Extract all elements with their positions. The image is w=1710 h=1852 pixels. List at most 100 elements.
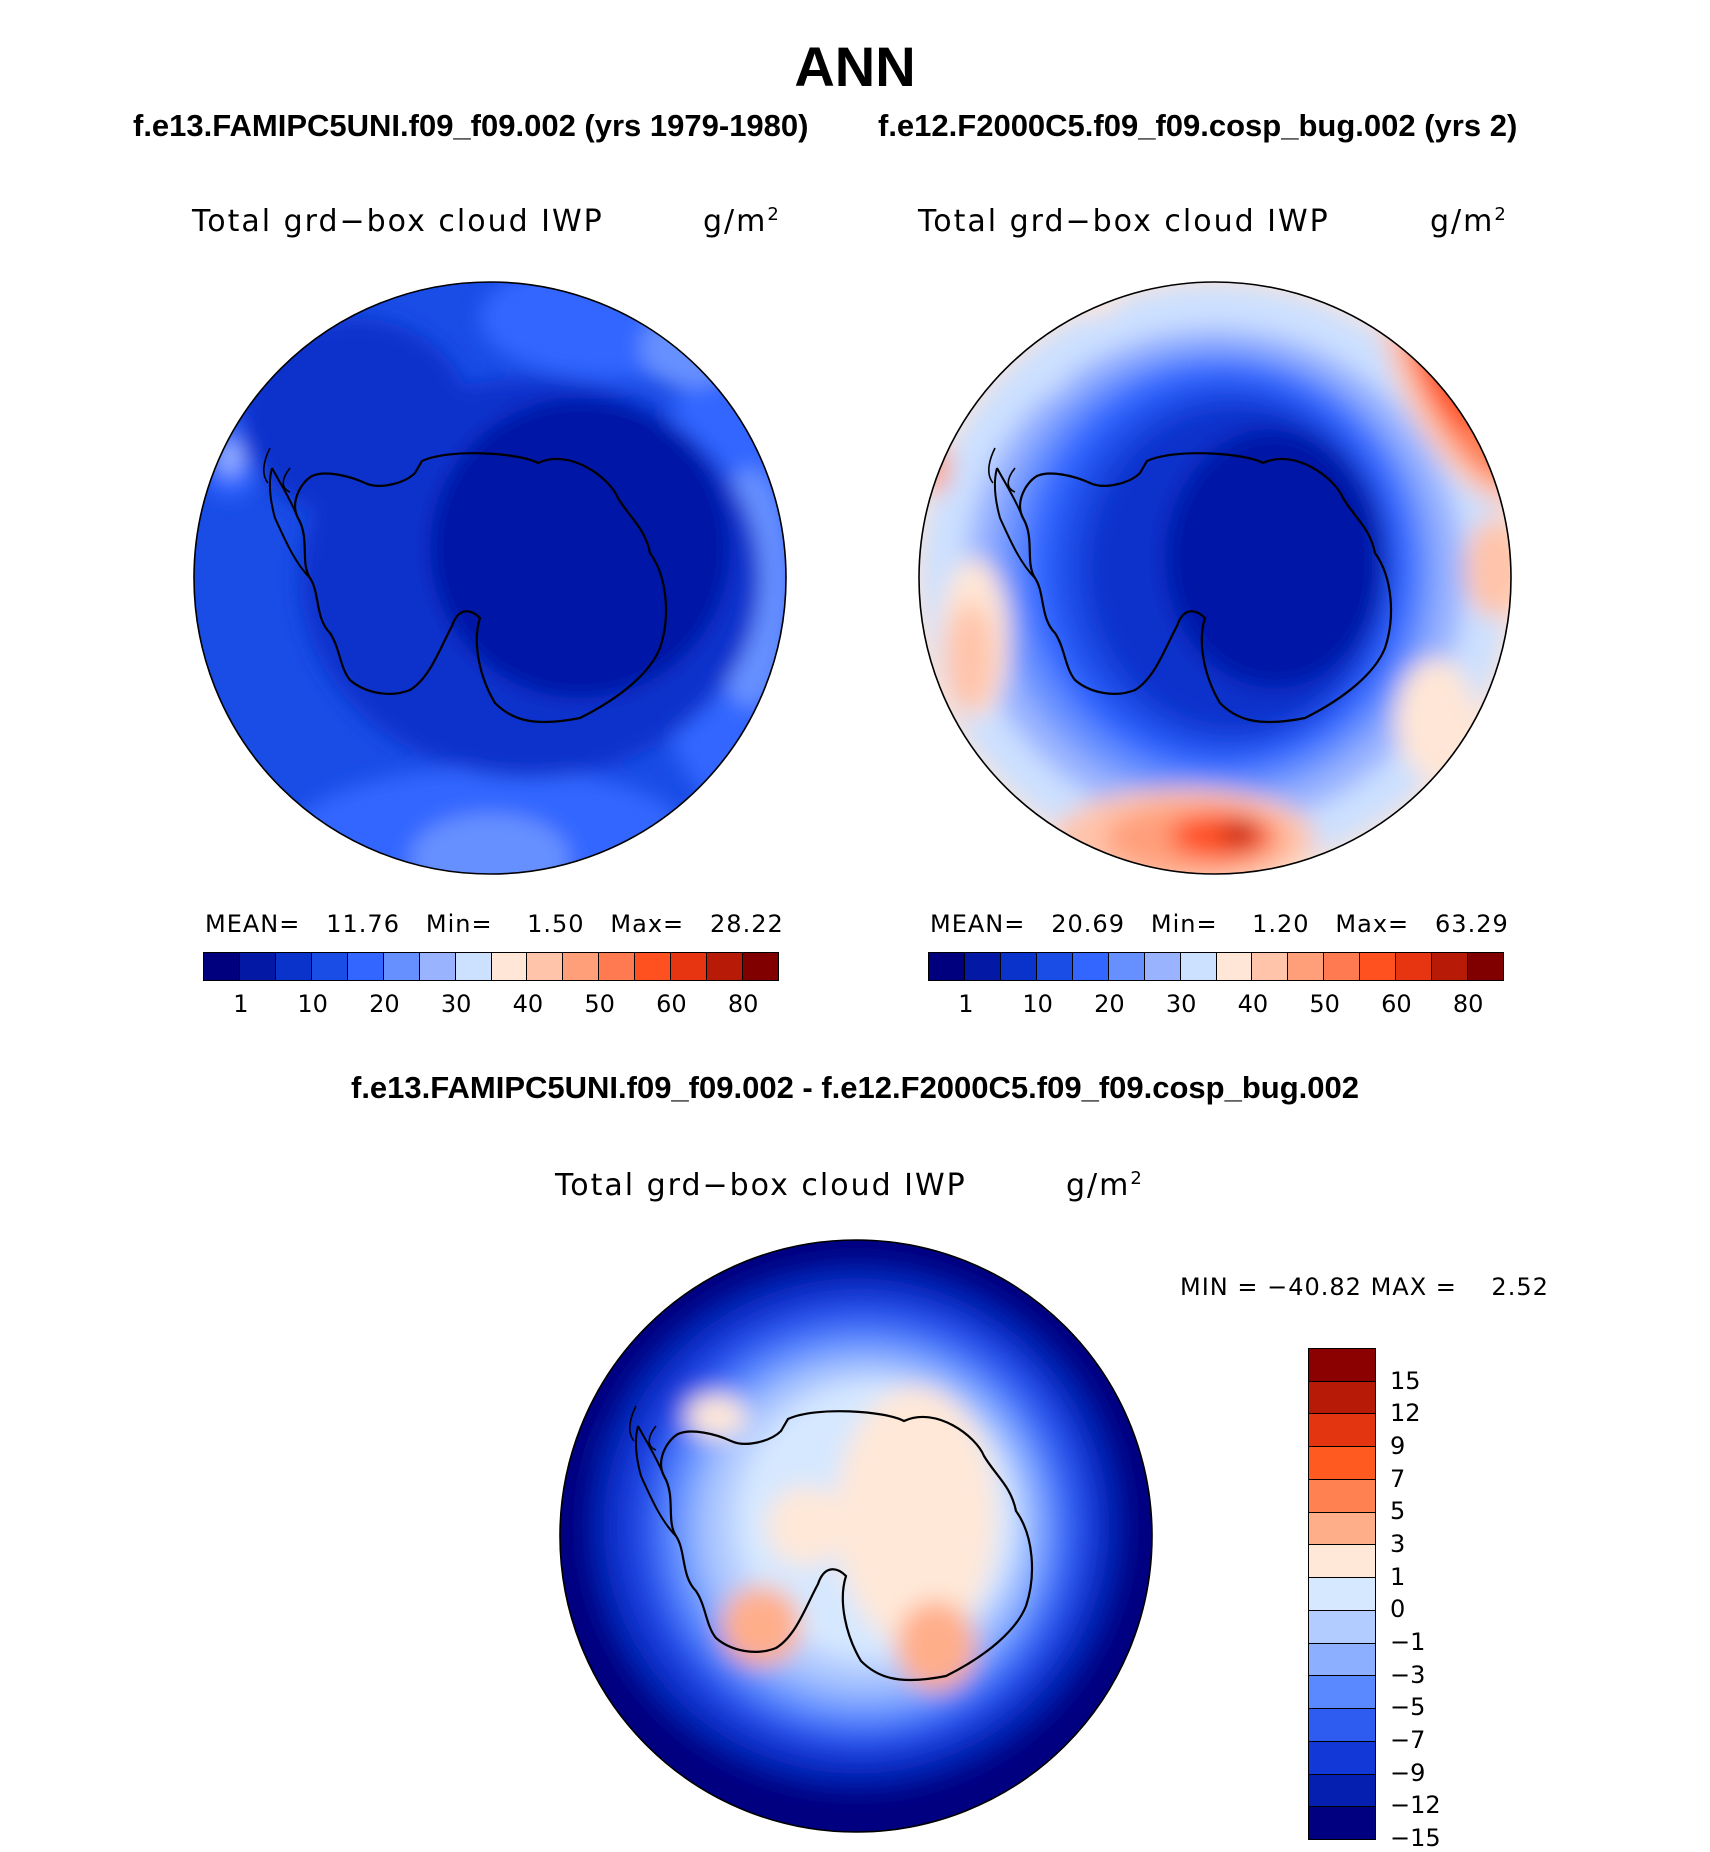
case2-title: f.e12.F2000C5.f09_f09.cosp_bug.002 (yrs …: [878, 108, 1518, 143]
colorbar-swatch: [1180, 953, 1217, 980]
colorbar-swatch: [635, 953, 672, 980]
colorbar-swatch: [1309, 1610, 1375, 1644]
panel3-max-value: 2.52: [1491, 1273, 1549, 1301]
colorbar-tick-label: 5: [1390, 1497, 1406, 1526]
colorbar-tick-label: 15: [1390, 1366, 1421, 1395]
colorbar-swatch: [419, 953, 456, 980]
panel1-variable-label: Total grd−box cloud IWP: [192, 204, 604, 239]
colorbar-swatch: [743, 953, 778, 980]
colorbar-swatch: [1072, 953, 1109, 980]
colorbar-tick-label: 60: [656, 990, 687, 1018]
colorbar-tick-label: 3: [1390, 1530, 1406, 1558]
panel3-min-value: −40.82: [1267, 1273, 1362, 1301]
colorbar-swatch: [1309, 1479, 1375, 1513]
panel2-max-value: 63.29: [1435, 910, 1509, 938]
panel1-mean-value: 11.76: [326, 910, 400, 938]
colorbar-tick-label: 1: [233, 990, 249, 1018]
panel1-colorbar: [203, 952, 779, 981]
colorbar-tick-label: 10: [1022, 990, 1053, 1018]
panel2-variable-label: Total grd−box cloud IWP: [918, 204, 1330, 239]
colorbar-swatch: [929, 953, 965, 980]
colorbar-swatch: [1309, 1414, 1375, 1448]
difference-title: f.e13.FAMIPC5UNI.f09_f09.002 - f.e12.F20…: [351, 1070, 1359, 1105]
colorbar-tick-label: 50: [584, 990, 615, 1018]
colorbar-tick-label: 50: [1309, 990, 1340, 1018]
colorbar-swatch: [964, 953, 1001, 980]
colorbar-swatch: [1309, 1643, 1375, 1677]
colorbar-tick-label: 9: [1390, 1432, 1406, 1460]
colorbar-swatch: [1309, 1447, 1375, 1480]
panel3-minmax: MIN = −40.82 MAX = 2.52: [1180, 1273, 1549, 1301]
panel2-colorbar-ticks: 1 10 20 30 40 50 60 80: [928, 990, 1502, 1020]
colorbar-tick-label: 12: [1390, 1399, 1421, 1428]
panel3-units-label: g/m2: [1066, 1168, 1142, 1203]
colorbar-swatch: [1309, 1512, 1375, 1546]
colorbar-swatch: [671, 953, 708, 980]
colorbar-tick-label: −3: [1390, 1660, 1426, 1689]
panel1-max-label: Max=: [610, 910, 685, 938]
panel3-colorbar-ticks: 15 12 9 7 5 3 1 0 −1 −3 −5 −7 −9 −12 −15: [1390, 1348, 1470, 1852]
season-title: ANN: [794, 35, 916, 98]
colorbar-swatch: [1309, 1774, 1375, 1808]
panel3-min-label: MIN =: [1180, 1273, 1259, 1301]
panel2-mean-label: MEAN=: [930, 910, 1026, 938]
colorbar-swatch: [1468, 953, 1503, 980]
colorbar-tick-label: 40: [512, 990, 544, 1018]
colorbar-swatch: [1144, 953, 1181, 980]
colorbar-tick-label: 7: [1390, 1464, 1406, 1493]
colorbar-swatch: [1309, 1349, 1375, 1382]
colorbar-swatch: [527, 953, 564, 980]
colorbar-tick-label: −5: [1390, 1693, 1426, 1722]
colorbar-swatch: [1309, 1709, 1375, 1742]
colorbar-tick-label: 30: [1165, 990, 1197, 1018]
colorbar-tick-label: 1: [1390, 1562, 1406, 1591]
colorbar-swatch: [204, 953, 240, 980]
colorbar-swatch: [239, 953, 276, 980]
colorbar-swatch: [491, 953, 528, 980]
colorbar-swatch: [599, 953, 636, 980]
colorbar-tick-label: −1: [1390, 1628, 1426, 1656]
colorbar-swatch: [455, 953, 492, 980]
panel1-min-value: 1.50: [527, 910, 585, 938]
colorbar-swatch: [1324, 953, 1361, 980]
panel2-colorbar: [928, 952, 1504, 981]
colorbar-swatch: [383, 953, 420, 980]
colorbar-swatch: [1309, 1381, 1375, 1415]
colorbar-swatch: [563, 953, 600, 980]
panel2-units-label: g/m2: [1430, 204, 1506, 239]
colorbar-tick-label: 0: [1390, 1595, 1406, 1624]
colorbar-tick-label: 60: [1381, 990, 1412, 1018]
colorbar-tick-label: −7: [1390, 1726, 1426, 1754]
panel1-max-value: 28.22: [710, 910, 784, 938]
panel3-colorbar: [1308, 1348, 1376, 1840]
panel2-min-label: Min=: [1150, 910, 1218, 938]
colorbar-swatch: [1432, 953, 1469, 980]
panel1-colorbar-ticks: 1 10 20 30 40 50 60 80: [203, 990, 777, 1020]
colorbar-swatch: [311, 953, 348, 980]
panel1-stats: MEAN= 11.76 Min= 1.50 Max= 28.22: [205, 910, 784, 938]
colorbar-tick-label: 1: [958, 990, 974, 1018]
panel1-min-label: Min=: [425, 910, 493, 938]
colorbar-swatch: [1309, 1807, 1375, 1840]
panel2-map: [918, 281, 1512, 875]
colorbar-swatch: [1309, 1545, 1375, 1579]
colorbar-swatch: [1309, 1676, 1375, 1710]
panel1-mean-label: MEAN=: [205, 910, 301, 938]
colorbar-swatch: [1216, 953, 1253, 980]
colorbar-swatch: [1288, 953, 1325, 980]
panel2-stats: MEAN= 20.69 Min= 1.20 Max= 63.29: [930, 910, 1509, 938]
colorbar-swatch: [1036, 953, 1073, 980]
colorbar-tick-label: 10: [297, 990, 328, 1018]
panel1-map: [193, 281, 787, 875]
panel2-min-value: 1.20: [1252, 910, 1310, 938]
panel2-mean-value: 20.69: [1051, 910, 1125, 938]
colorbar-swatch: [275, 953, 312, 980]
colorbar-tick-label: 40: [1237, 990, 1269, 1018]
colorbar-swatch: [347, 953, 384, 980]
panel1-units-label: g/m2: [703, 204, 779, 239]
colorbar-swatch: [1309, 1741, 1375, 1775]
colorbar-tick-label: 80: [727, 990, 759, 1018]
panel2-max-label: Max=: [1335, 910, 1410, 938]
colorbar-swatch: [1360, 953, 1397, 980]
colorbar-swatch: [707, 953, 744, 980]
